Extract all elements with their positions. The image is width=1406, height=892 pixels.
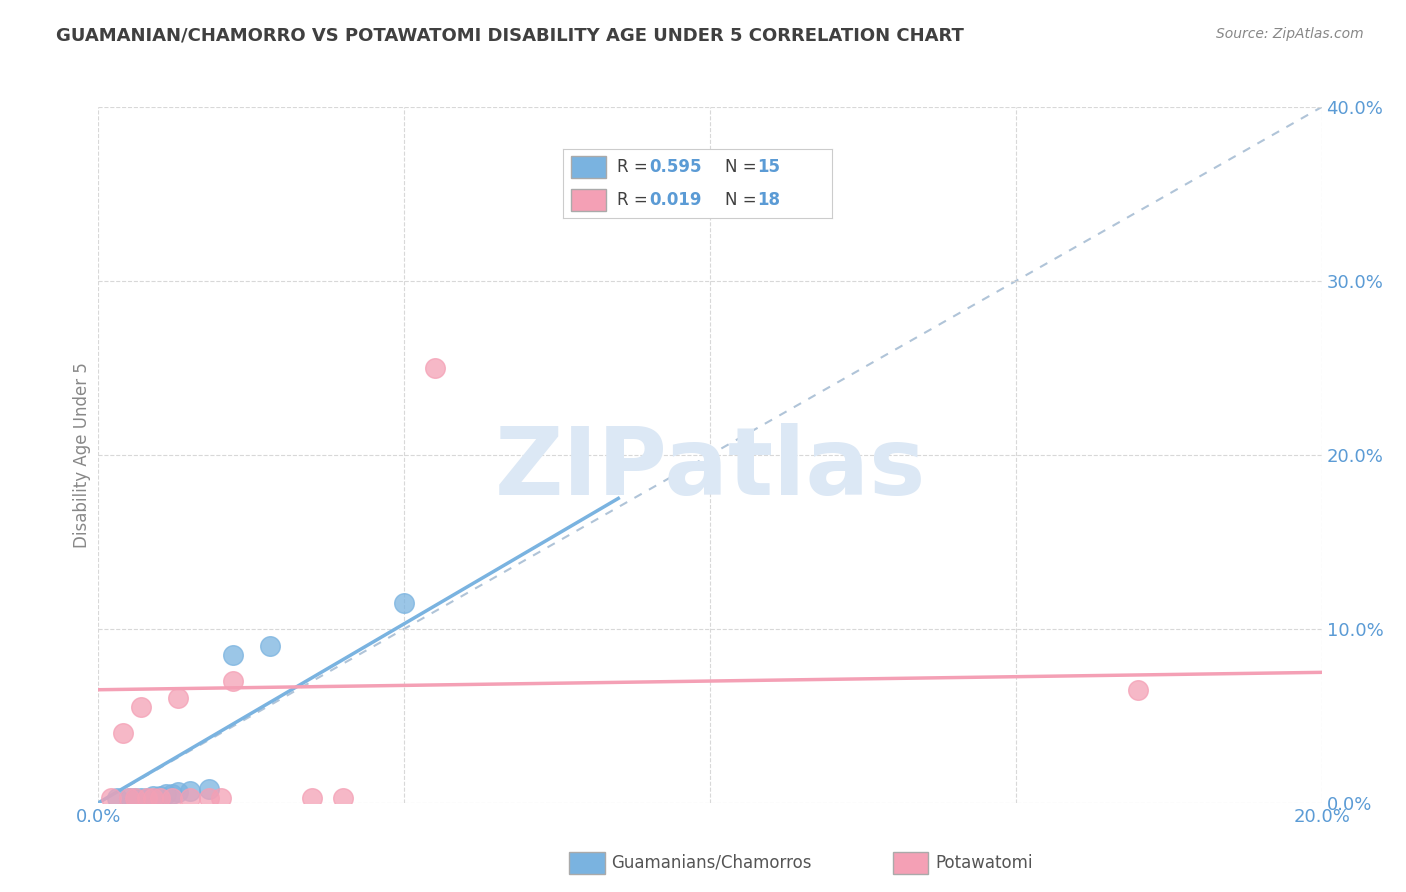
Text: 0.595: 0.595	[650, 158, 702, 176]
Point	[124, 790, 146, 805]
Y-axis label: Disability Age Under 5: Disability Age Under 5	[73, 362, 91, 548]
Text: 18: 18	[756, 191, 780, 210]
Point	[222, 648, 245, 662]
Text: Potawatomi: Potawatomi	[935, 854, 1032, 871]
Point	[149, 789, 172, 803]
Text: GUAMANIAN/CHAMORRO VS POTAWATOMI DISABILITY AGE UNDER 5 CORRELATION CHART: GUAMANIAN/CHAMORRO VS POTAWATOMI DISABIL…	[56, 27, 965, 45]
Text: R =: R =	[617, 191, 652, 210]
Point	[332, 790, 354, 805]
Text: Source: ZipAtlas.com: Source: ZipAtlas.com	[1216, 27, 1364, 41]
Point	[197, 790, 219, 805]
Text: 15: 15	[756, 158, 780, 176]
Point	[105, 790, 128, 805]
Text: N =: N =	[724, 158, 762, 176]
Point	[197, 781, 219, 796]
Point	[100, 790, 122, 805]
Point	[129, 790, 152, 805]
Point	[179, 790, 201, 805]
Text: Guamanians/Chamorros: Guamanians/Chamorros	[612, 854, 813, 871]
Point	[118, 790, 141, 805]
Text: 0.019: 0.019	[650, 191, 702, 210]
Text: R =: R =	[617, 158, 652, 176]
Point	[167, 691, 190, 706]
Point	[179, 783, 201, 797]
Point	[118, 790, 141, 805]
Point	[160, 787, 183, 801]
Point	[142, 790, 165, 805]
Point	[142, 789, 165, 803]
Text: ZIPatlas: ZIPatlas	[495, 423, 925, 515]
Point	[136, 790, 159, 805]
Point	[124, 790, 146, 805]
Point	[222, 674, 245, 689]
Point	[392, 596, 416, 610]
Point	[160, 790, 183, 805]
Text: N =: N =	[724, 191, 762, 210]
Point	[301, 790, 323, 805]
Point	[259, 639, 281, 653]
Point	[136, 790, 159, 805]
Point	[111, 726, 134, 740]
Point	[167, 785, 190, 799]
Point	[149, 790, 172, 805]
Bar	[571, 189, 606, 211]
Point	[155, 787, 177, 801]
Point	[1128, 682, 1150, 697]
Point	[209, 790, 232, 805]
Point	[129, 700, 152, 714]
Point	[423, 360, 446, 375]
Bar	[571, 156, 606, 178]
